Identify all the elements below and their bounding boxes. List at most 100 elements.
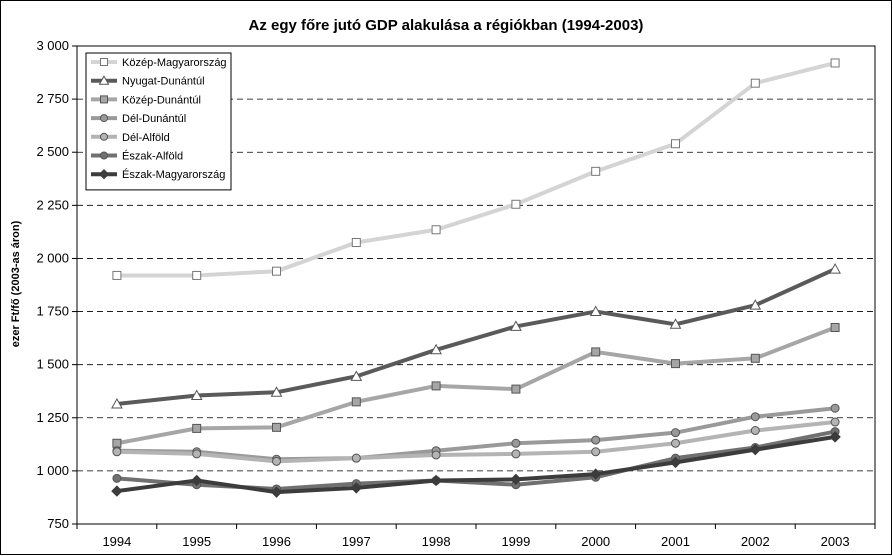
y-tick-label: 1 250 [36,410,69,425]
data-point [591,447,601,457]
legend-item: Észak-Alföld [91,150,183,163]
data-point [272,456,281,466]
data-point [511,199,521,209]
y-tick-label: 1 750 [36,304,69,319]
series-line [114,434,838,495]
data-point [589,305,602,317]
data-point [100,58,108,66]
data-point [510,473,522,486]
legend-label: Észak-Alföld [122,150,183,163]
series-line [114,406,838,462]
data-point [98,168,110,180]
data-point [100,114,108,123]
data-point [350,370,363,381]
data-point [190,474,203,487]
data-point [591,166,601,176]
data-point [192,270,202,280]
y-tick-label: 1 000 [36,463,69,478]
data-point [351,453,361,463]
series-1 [112,58,840,280]
series-line [114,267,838,406]
x-tick-label: 2000 [581,534,610,549]
data-point [270,386,283,397]
y-tick-label: 3 000 [36,38,69,53]
data-point [430,474,442,487]
series-line [114,60,838,278]
data-point [431,225,441,235]
y-tick-label: 1 500 [36,357,69,372]
data-point [431,450,441,460]
data-point [830,58,840,68]
data-point [272,422,281,432]
data-point [351,397,361,407]
x-tick-label: 2003 [821,534,850,549]
y-tick-label: 2 250 [36,197,69,212]
legend-label: Közép-Magyarország [122,57,227,69]
y-axis-label: ezer Ft/fő (2003-as áron) [10,220,22,347]
legend-label: Közép-Dunántúl [122,94,201,106]
data-point [511,449,521,459]
data-point [192,449,202,459]
data-point [510,320,522,331]
data-point [829,431,841,443]
data-point [112,438,122,448]
data-point [272,266,281,276]
legend-label: Dél-Alföld [122,132,170,144]
legend-item: Közép-Magyarország [91,57,227,69]
data-point [671,359,680,369]
x-tick-label: 1999 [501,534,530,549]
series-2 [111,263,841,409]
data-point [750,412,760,422]
x-tick-label: 1995 [182,534,211,549]
y-tick-label: 2 750 [36,91,69,106]
x-tick-label: 1998 [422,534,451,549]
x-tick-label: 2001 [661,534,690,549]
data-point [511,384,521,394]
data-point [100,95,108,104]
data-point [430,343,442,355]
data-point [749,299,762,310]
series-line [114,420,838,464]
data-point [111,485,123,497]
series-5 [112,417,840,466]
data-point [750,353,760,363]
data-point [589,468,602,480]
data-point [669,318,682,329]
data-point [830,322,840,332]
y-tick-label: 750 [47,516,69,531]
legend-item: Dél-Dunántúl [91,113,186,125]
legend-label: Észak-Magyarország [122,168,225,181]
data-point [190,389,203,400]
legend: Közép-Magyarország Nyugat-Dunántúl Közép-D… [85,52,232,191]
x-tick-label: 1996 [262,534,291,549]
data-point [351,238,361,248]
data-point [671,438,680,448]
data-point [669,456,682,469]
data-point [591,435,601,445]
data-point [111,397,123,409]
data-point [829,263,841,274]
series-line [114,325,838,446]
data-point [112,270,122,280]
data-point [511,438,521,448]
data-point [671,428,680,438]
data-point [112,473,122,483]
data-point [749,443,762,456]
data-point [270,486,283,498]
axes: 750 1 000 1 250 1 500 1 750 2 000 2 250 2 500 2 … [36,38,876,549]
legend-item: Nyugat-Dunántúl [91,75,205,88]
x-tick-label: 1994 [102,534,131,549]
y-tick-label: 2 500 [36,144,69,159]
y-tick-label: 2 000 [36,250,69,265]
legend-box [85,52,232,191]
data-point [431,381,441,391]
series-7 [111,431,841,498]
chart-title: Az egy főre jutó GDP alakulása a régiókb… [249,17,644,34]
legend-item: Közép-Dunántúl [91,94,201,106]
legend-label: Nyugat-Dunántúl [122,76,205,88]
data-point [750,78,760,88]
data-point [750,426,760,436]
data-point [671,139,680,149]
data-point [98,75,110,85]
